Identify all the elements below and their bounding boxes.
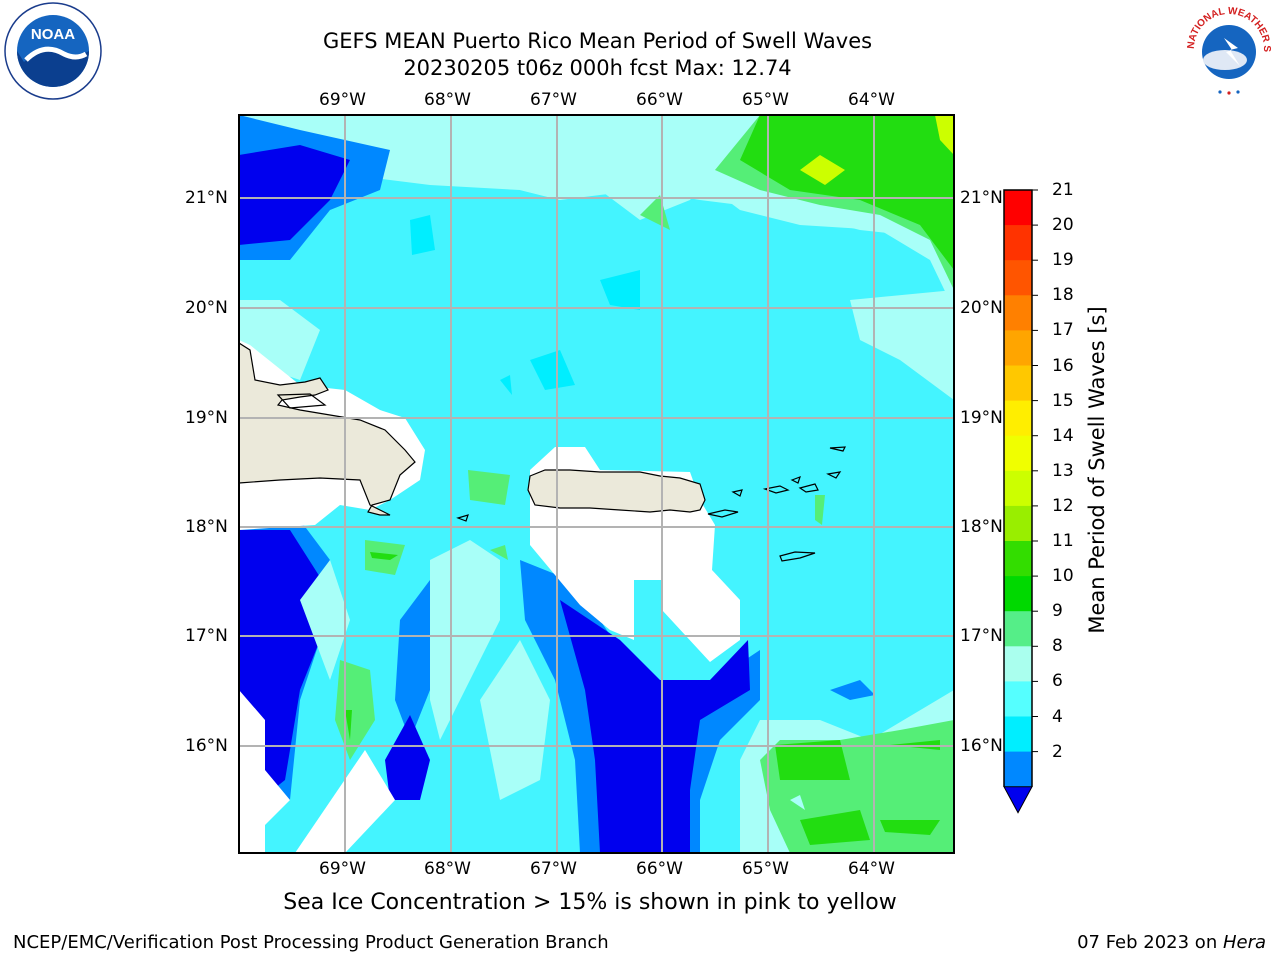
lat-label-right-16n: 16°N (960, 736, 1003, 756)
chart-title-line1: GEFS MEAN Puerto Rico Mean Period of Swe… (322, 29, 873, 53)
lon-label-bottom-68w: 68°W (424, 859, 471, 879)
colorbar-tick-label: 20 (1052, 215, 1074, 236)
chart-title-line2: 20230205 t06z 000h fcst Max: 12.74 (403, 56, 792, 80)
colorbar-segment (1004, 225, 1032, 261)
lat-label-left-21n: 21°N (185, 188, 228, 208)
lon-label-bottom-67w: 67°W (530, 859, 577, 879)
footer-date-text: 07 Feb 2023 on (1077, 932, 1223, 953)
colorbar-tick-label: 11 (1052, 531, 1074, 551)
colorbar-tick-label: 13 (1052, 460, 1074, 481)
lon-label-bottom-64w: 64°W (848, 859, 895, 879)
lat-label-left-16n: 16°N (185, 736, 228, 756)
lon-label-bottom-69w: 69°W (319, 859, 366, 879)
colorbar-segment (1004, 681, 1032, 717)
colorbar-segment (1004, 330, 1032, 366)
colorbar-tick-label: 6 (1052, 671, 1063, 692)
lat-label-right-18n: 18°N (960, 517, 1003, 537)
colorbar-segment (1004, 646, 1032, 682)
colorbar-segment (1004, 435, 1032, 472)
colorbar-tick-label: 15 (1052, 390, 1074, 411)
colorbar-tick-label: 17 (1052, 320, 1074, 341)
lat-label-right-17n: 17°N (960, 626, 1003, 646)
colorbar-segment (1004, 190, 1032, 226)
lon-label-bottom-66w: 66°W (636, 859, 683, 879)
colorbar-segment (1004, 541, 1032, 577)
colorbar-frame (1003, 189, 1033, 787)
colorbar-tick-label: 10 (1052, 566, 1074, 587)
footer-date: 07 Feb 2023 on Hera (1077, 932, 1266, 953)
lat-label-right-19n: 19°N (960, 408, 1003, 428)
colorbar-tick-label: 21 (1052, 180, 1074, 200)
nws-logo: NATIONAL WEATHER SERVICE (1180, 0, 1278, 98)
colorbar-segment (1004, 505, 1032, 542)
lat-label-right-21n: 21°N (960, 188, 1003, 208)
colorbar-tick-label: 2 (1052, 741, 1063, 762)
lon-label-bottom-65w: 65°W (742, 859, 789, 879)
colorbar-segment (1004, 295, 1032, 331)
footer-credit: NCEP/EMC/Verification Post Processing Pr… (13, 932, 609, 953)
noaa-logo: NOAA (4, 2, 102, 100)
colorbar-segment (1004, 751, 1032, 788)
colorbar-tick-label: 8 (1052, 636, 1063, 657)
colorbar-title: Mean Period of Swell Waves [s] (1085, 306, 1109, 634)
map-frame (238, 114, 955, 854)
lat-label-left-20n: 20°N (185, 298, 228, 318)
colorbar-segment (1004, 576, 1032, 612)
colorbar-segment (1004, 400, 1032, 437)
colorbar-tick-label: 18 (1052, 285, 1074, 306)
lon-label-top-69w: 69°W (319, 90, 366, 110)
colorbar-tick-label: 19 (1052, 250, 1074, 271)
colorbar-tick-label: 12 (1052, 495, 1074, 516)
colorbar-tick-label: 4 (1052, 706, 1063, 727)
colorbar-segment (1004, 611, 1032, 647)
colorbar-segment (1004, 260, 1032, 296)
lon-label-top-64w: 64°W (848, 90, 895, 110)
colorbar-tick-label: 16 (1052, 355, 1074, 376)
colorbar-tick-label: 14 (1052, 425, 1074, 446)
colorbar-segment (1004, 716, 1032, 753)
sea-ice-note: Sea Ice Concentration > 15% is shown in … (283, 890, 897, 915)
lat-label-left-17n: 17°N (185, 626, 228, 646)
colorbar-segment (1004, 365, 1032, 402)
lon-label-top-65w: 65°W (742, 90, 789, 110)
lon-label-top-67w: 67°W (530, 90, 577, 110)
colorbar-segment (1004, 470, 1032, 507)
lat-label-left-18n: 18°N (185, 517, 228, 537)
lon-label-top-68w: 68°W (424, 90, 471, 110)
svg-text:NOAA: NOAA (31, 26, 75, 43)
colorbar-tick-label: 9 (1052, 601, 1063, 622)
colorbar-extend-arrow (1003, 786, 1033, 814)
swell-period-field (239, 115, 954, 853)
lat-label-right-20n: 20°N (960, 298, 1003, 318)
colorbar (1003, 189, 1038, 814)
footer-host: Hera (1222, 932, 1266, 953)
lat-label-left-19n: 19°N (185, 408, 228, 428)
lon-label-top-66w: 66°W (636, 90, 683, 110)
